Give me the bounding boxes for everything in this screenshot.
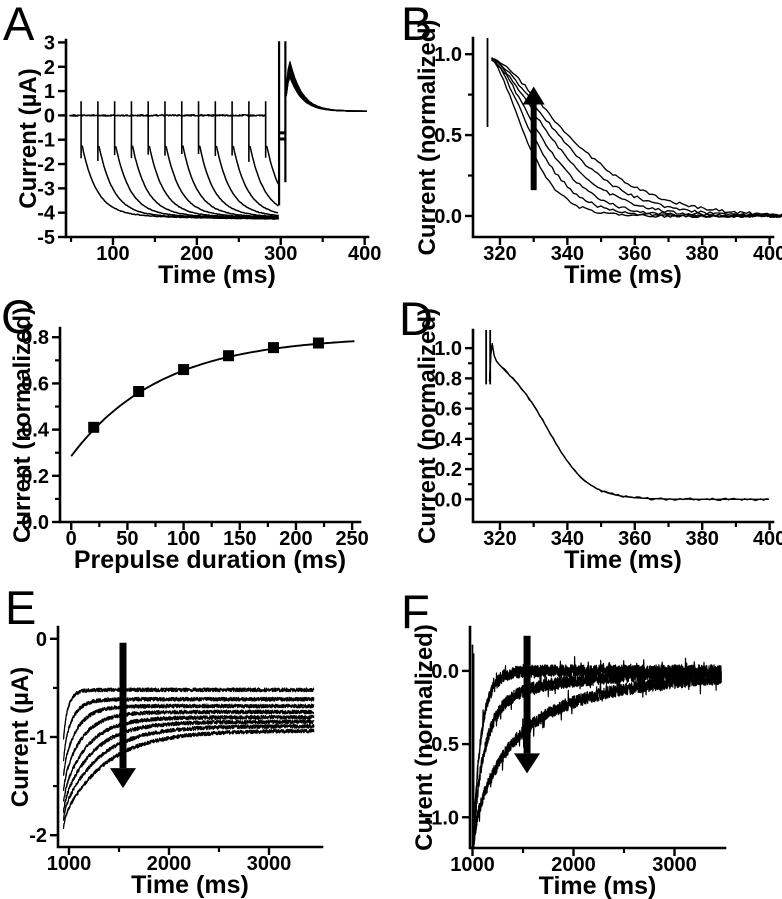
- svg-text:0.8: 0.8: [21, 327, 49, 349]
- svg-text:-1: -1: [37, 130, 55, 152]
- svg-text:2000: 2000: [147, 853, 192, 875]
- svg-text:1.0: 1.0: [434, 338, 462, 360]
- svg-text:0.0: 0.0: [21, 512, 49, 534]
- panel-d-chart: 320 340 360 380 400 0.0 0.2 0.4 0.6 0.8 1.0 Time (m…: [414, 308, 782, 574]
- panel-a-chart: 100 200 300 400 -5-4 -3-2-1 012 3 Time (ms) Curre…: [15, 32, 381, 289]
- svg-text:Current (normalized): Current (normalized): [9, 307, 36, 543]
- svg-text:0.0: 0.0: [431, 661, 459, 683]
- svg-text:-5: -5: [37, 227, 55, 249]
- svg-text:Time (ms): Time (ms): [564, 546, 682, 574]
- svg-text:3000: 3000: [247, 853, 292, 875]
- svg-text:0.6: 0.6: [434, 399, 462, 421]
- svg-text:1000: 1000: [450, 854, 495, 876]
- svg-text:380: 380: [686, 243, 719, 265]
- svg-text:340: 340: [551, 528, 584, 550]
- svg-text:0.0: 0.0: [434, 489, 462, 511]
- svg-text:-2: -2: [29, 825, 47, 847]
- svg-text:380: 380: [686, 528, 719, 550]
- svg-text:2: 2: [44, 57, 55, 79]
- svg-text:1: 1: [44, 81, 55, 103]
- svg-text:1.0: 1.0: [434, 44, 462, 66]
- svg-text:1000: 1000: [47, 853, 92, 875]
- panel-a-label: A: [3, 0, 35, 50]
- svg-text:320: 320: [483, 528, 516, 550]
- panel-d-label: D: [399, 292, 433, 345]
- svg-text:100: 100: [96, 243, 129, 265]
- panel-b-chart: 320 340 360 380 400 0.0 0.5 1.0 Time (ms) Current…: [414, 19, 782, 289]
- svg-text:-3: -3: [37, 178, 55, 200]
- svg-text:250: 250: [335, 528, 368, 550]
- svg-text:-0.5: -0.5: [425, 734, 459, 756]
- svg-text:Prepulse duration (ms): Prepulse duration (ms): [74, 546, 346, 574]
- svg-text:0.5: 0.5: [434, 125, 462, 147]
- svg-text:320: 320: [483, 243, 516, 265]
- svg-text:-1: -1: [29, 727, 47, 749]
- svg-text:0: 0: [66, 528, 77, 550]
- svg-text:100: 100: [167, 528, 200, 550]
- panel-f-label: F: [401, 585, 430, 638]
- svg-text:Current (normalized): Current (normalized): [414, 19, 441, 255]
- svg-text:340: 340: [551, 243, 584, 265]
- svg-text:360: 360: [618, 243, 651, 265]
- svg-text:50: 50: [116, 528, 138, 550]
- svg-text:Time (ms): Time (ms): [131, 871, 249, 899]
- svg-text:0.8: 0.8: [434, 368, 462, 390]
- svg-text:360: 360: [618, 528, 651, 550]
- panel-b-label: B: [401, 0, 433, 50]
- svg-text:200: 200: [180, 243, 213, 265]
- svg-text:0.4: 0.4: [434, 429, 463, 451]
- svg-text:400: 400: [348, 243, 381, 265]
- svg-text:0: 0: [44, 105, 55, 127]
- panel-c-chart: 0 50 100 150 200 250 0.0 0.2 0.4 0.6 0.8 Prepulse d…: [9, 307, 369, 574]
- panel-f-chart: 1000 2000 3000 0.0 -0.5 -1.0 Time (ms) Curent (…: [411, 624, 727, 899]
- svg-text:Current (normalized): Current (normalized): [414, 308, 441, 544]
- svg-text:0.0: 0.0: [434, 206, 462, 228]
- panel-c-label: C: [1, 290, 35, 343]
- svg-text:3: 3: [44, 32, 55, 54]
- svg-text:300: 300: [264, 243, 297, 265]
- svg-text:400: 400: [753, 528, 782, 550]
- svg-text:0.6: 0.6: [21, 373, 49, 395]
- svg-text:0.4: 0.4: [21, 420, 50, 442]
- svg-text:-4: -4: [37, 203, 56, 225]
- panel-e-chart: 1000 2000 3000 0 -1 -2 Time (ms) Current (µA): [7, 625, 324, 899]
- svg-text:200: 200: [279, 528, 312, 550]
- svg-text:-1.0: -1.0: [425, 807, 459, 829]
- svg-text:Time (ms): Time (ms): [564, 261, 682, 289]
- svg-text:3000: 3000: [652, 854, 697, 876]
- svg-text:0: 0: [36, 629, 47, 651]
- panel-e-label: E: [5, 581, 37, 634]
- svg-text:Curent (normalized): Curent (normalized): [411, 624, 438, 851]
- svg-text:2000: 2000: [551, 854, 596, 876]
- svg-text:400: 400: [753, 243, 782, 265]
- svg-text:Time (ms): Time (ms): [539, 872, 657, 899]
- svg-text:-2: -2: [37, 154, 55, 176]
- svg-text:Current (µA): Current (µA): [7, 667, 34, 807]
- svg-text:Time (ms): Time (ms): [158, 261, 276, 289]
- svg-text:Current (µA): Current (µA): [15, 68, 42, 208]
- svg-text:150: 150: [223, 528, 256, 550]
- svg-text:0.2: 0.2: [434, 459, 462, 481]
- svg-text:0.2: 0.2: [21, 466, 49, 488]
